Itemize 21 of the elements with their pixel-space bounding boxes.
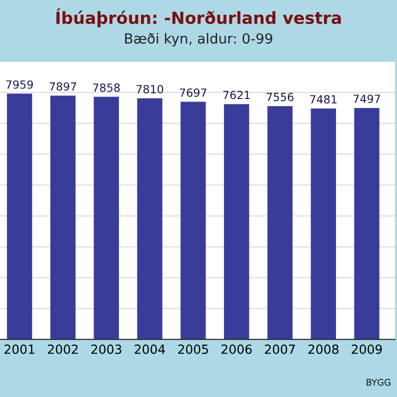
x-tick-label: 2003 xyxy=(91,344,122,354)
x-tick-label: 2002 xyxy=(48,344,78,354)
x-tick-label: 2004 xyxy=(134,344,165,354)
data-label: 7481 xyxy=(310,95,337,104)
x-tick-label: 2007 xyxy=(264,344,295,354)
data-label: 7697 xyxy=(180,88,206,97)
data-label: 7959 xyxy=(6,80,33,89)
data-label: 7858 xyxy=(93,83,120,92)
x-tick-label: 2001 xyxy=(4,344,34,354)
x-tick-label: 2008 xyxy=(308,344,338,354)
x-tick-label: 2005 xyxy=(178,344,208,354)
data-label: 7621 xyxy=(223,90,250,100)
text: BYGG xyxy=(366,378,390,386)
chart-subtitle: Bæði kyn, aldur: 0-99 xyxy=(125,32,272,46)
chart-title: Íbúaþróun: -Norðurland vestra xyxy=(56,8,341,28)
x-tick-label: 2009 xyxy=(352,344,382,354)
data-label: 7810 xyxy=(136,84,164,94)
data-label: 7897 xyxy=(50,82,76,91)
data-label: 7556 xyxy=(266,92,294,102)
x-tick-label: 2006 xyxy=(222,344,252,354)
data-label: 7497 xyxy=(354,94,380,104)
